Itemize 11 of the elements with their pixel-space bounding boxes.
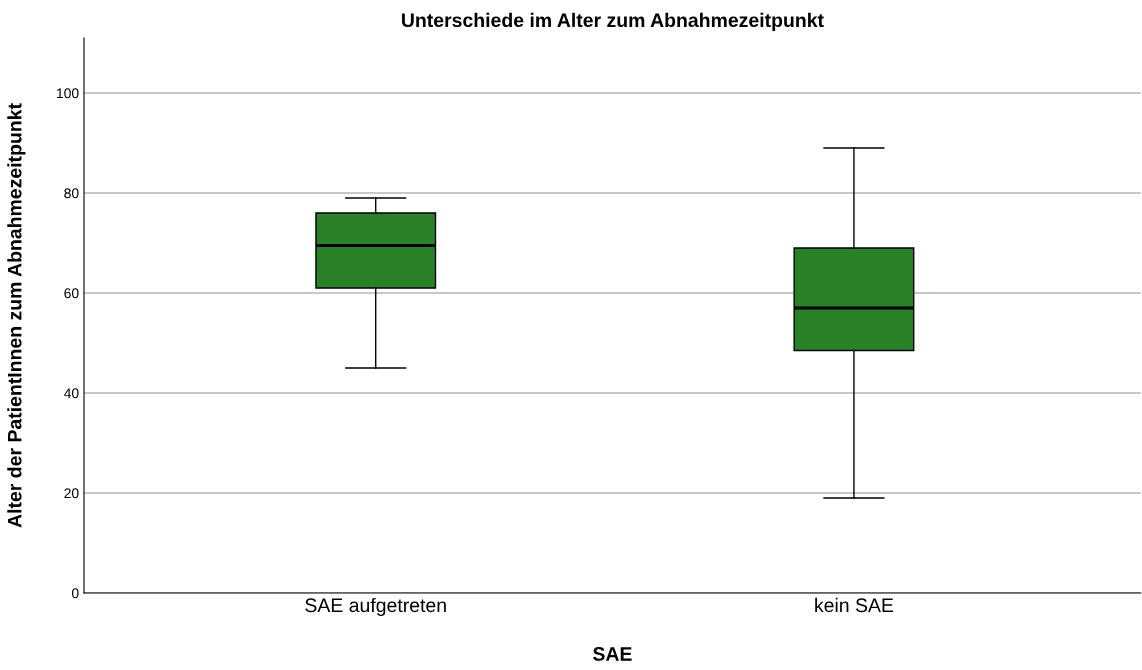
x-tick-label: kein SAE bbox=[815, 597, 894, 613]
x-axis-title: SAE bbox=[593, 647, 632, 661]
y-tick-label: 40 bbox=[64, 388, 79, 399]
y-tick-label: 0 bbox=[71, 588, 79, 599]
y-tick-label: 60 bbox=[64, 288, 79, 299]
x-tick-label: SAE aufgetreten bbox=[305, 597, 446, 616]
y-tick-label: 20 bbox=[64, 488, 79, 499]
y-tick-label: 80 bbox=[64, 188, 79, 199]
y-tick-label: 100 bbox=[57, 88, 79, 99]
y-axis-title: Alter der PatientInnen zum Abnahmezeitpunkt bbox=[7, 103, 26, 528]
chart-title: Unterschiede im Alter zum Abnahmezeitpunkt bbox=[402, 12, 824, 31]
